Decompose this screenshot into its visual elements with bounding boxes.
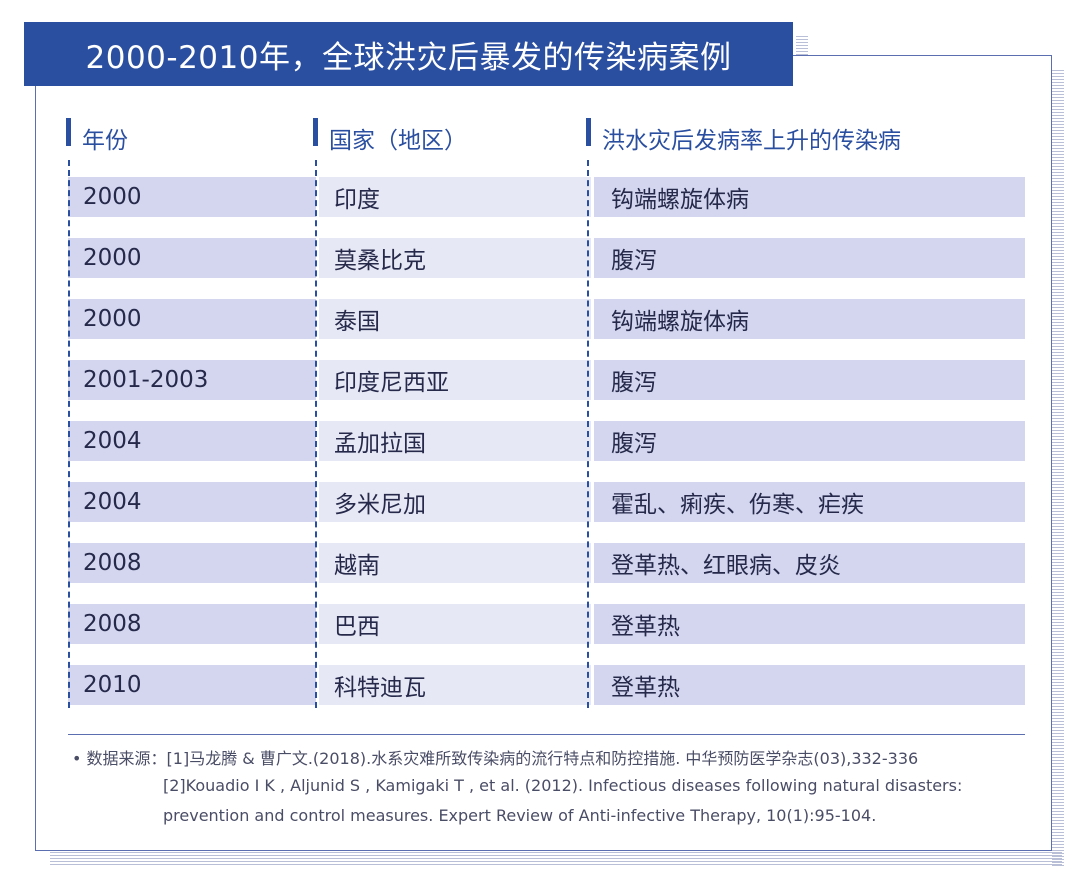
cell-country: 泰国 xyxy=(319,299,591,339)
table-row: 2000 莫桑比克 腹泻 xyxy=(68,238,1025,278)
cell-disease: 登革热 xyxy=(594,604,1025,644)
cell-country: 多米尼加 xyxy=(319,482,591,522)
cell-disease: 腹泻 xyxy=(594,238,1025,278)
column-divider xyxy=(68,160,70,708)
header-year: 年份 xyxy=(66,118,128,158)
cell-disease: 钩端螺旋体病 xyxy=(594,299,1025,339)
cell-country: 越南 xyxy=(319,543,591,583)
page-title: 2000-2010年，全球洪灾后暴发的传染病案例 xyxy=(85,39,732,76)
cell-year: 2001-2003 xyxy=(68,360,316,400)
cell-disease: 钩端螺旋体病 xyxy=(594,177,1025,217)
header-disease: 洪水灾后发病率上升的传染病 xyxy=(586,118,901,158)
cell-year: 2008 xyxy=(68,543,316,583)
table-row: 2008 巴西 登革热 xyxy=(68,604,1025,644)
table-row: 2001-2003 印度尼西亚 腹泻 xyxy=(68,360,1025,400)
card-right-stripes xyxy=(1052,70,1064,866)
cell-country: 印度 xyxy=(319,177,591,217)
header-marker xyxy=(586,118,591,146)
cell-year: 2004 xyxy=(68,482,316,522)
source-line-1: • 数据来源：[1]马龙腾 & 曹广文.(2018).水系灾难所致传染病的流行特… xyxy=(72,745,918,769)
column-divider xyxy=(587,160,589,708)
header-marker xyxy=(313,118,318,146)
cell-year: 2008 xyxy=(68,604,316,644)
table-row: 2004 多米尼加 霍乱、痢疾、伤寒、疟疾 xyxy=(68,482,1025,522)
header-year-label: 年份 xyxy=(82,128,128,154)
cell-country: 孟加拉国 xyxy=(319,421,591,461)
cell-country: 印度尼西亚 xyxy=(319,360,591,400)
table-row: 2010 科特迪瓦 登革热 xyxy=(68,665,1025,705)
cell-disease: 腹泻 xyxy=(594,360,1025,400)
header-marker xyxy=(66,118,71,146)
cell-year: 2000 xyxy=(68,177,316,217)
cell-disease: 登革热 xyxy=(594,665,1025,705)
card-bottom-stripes xyxy=(50,852,1062,866)
cell-disease: 霍乱、痢疾、伤寒、疟疾 xyxy=(594,482,1025,522)
source-ref-3: prevention and control measures. Expert … xyxy=(163,806,877,825)
column-divider xyxy=(315,160,317,708)
cell-year: 2004 xyxy=(68,421,316,461)
source-divider xyxy=(68,734,1025,735)
table-row: 2008 越南 登革热、红眼病、皮炎 xyxy=(68,543,1025,583)
cell-country: 莫桑比克 xyxy=(319,238,591,278)
header-disease-label: 洪水灾后发病率上升的传染病 xyxy=(602,128,901,154)
source-ref-2: [2]Kouadio I K , Aljunid S , Kamigaki T … xyxy=(163,776,963,795)
table-row: 2000 印度 钩端螺旋体病 xyxy=(68,177,1025,217)
cell-country: 科特迪瓦 xyxy=(319,665,591,705)
source-ref-1: [1]马龙腾 & 曹广文.(2018).水系灾难所致传染病的流行特点和防控措施.… xyxy=(166,749,919,768)
cell-year: 2010 xyxy=(68,665,316,705)
cell-country: 巴西 xyxy=(319,604,591,644)
source-label: • 数据来源： xyxy=(72,749,167,768)
cell-disease: 腹泻 xyxy=(594,421,1025,461)
title-banner: 2000-2010年，全球洪灾后暴发的传染病案例 xyxy=(24,22,793,86)
table-row: 2004 孟加拉国 腹泻 xyxy=(68,421,1025,461)
cell-disease: 登革热、红眼病、皮炎 xyxy=(594,543,1025,583)
header-country: 国家（地区） xyxy=(313,118,467,158)
cell-year: 2000 xyxy=(68,299,316,339)
cell-year: 2000 xyxy=(68,238,316,278)
table-row: 2000 泰国 钩端螺旋体病 xyxy=(68,299,1025,339)
header-country-label: 国家（地区） xyxy=(329,128,467,154)
